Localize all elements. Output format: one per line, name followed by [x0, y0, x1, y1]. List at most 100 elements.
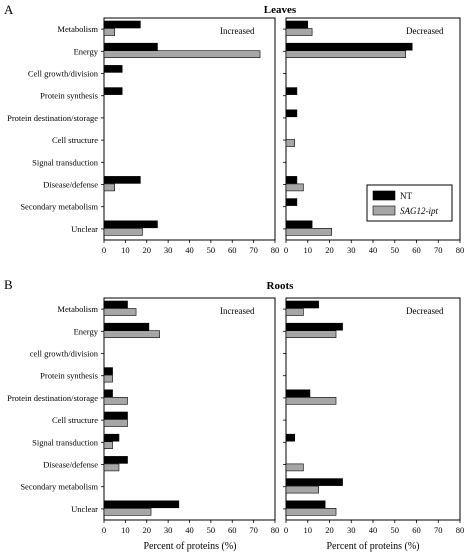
xtick-label-roots-decreased-2: 20	[325, 525, 334, 535]
bar-leaves-decreased-nt-7	[285, 176, 298, 184]
xtick-label-roots-decreased-3: 30	[347, 525, 356, 535]
bar-roots-decreased-nt-1	[285, 322, 343, 331]
xtick-label-roots-increased-6: 60	[228, 525, 237, 535]
xtick-label-roots-decreased-4: 40	[369, 525, 378, 535]
bar-roots-increased-nt-7	[103, 456, 128, 464]
panel-letter-b: B	[4, 277, 13, 292]
category-label-roots-increased-6: Signal transduction	[32, 437, 99, 447]
category-label-leaves-increased-6: Signal transduction	[32, 157, 99, 167]
bar-leaves-increased-sag12-ipt-9	[103, 228, 143, 236]
bar-leaves-decreased-nt-0	[285, 20, 309, 29]
bar-roots-increased-nt-0	[103, 300, 128, 309]
bar-leaves-increased-sag12-ipt-1	[103, 50, 261, 59]
xtick-label-leaves-decreased-5: 50	[391, 245, 400, 255]
bar-leaves-increased-nt-0	[103, 20, 141, 29]
xtick-label-leaves-decreased-2: 20	[325, 245, 334, 255]
bar-leaves-increased-sag12-ipt-7	[103, 183, 115, 192]
bar-roots-decreased-nt-8	[285, 478, 343, 486]
xtick-label-leaves-increased-7: 70	[249, 245, 258, 255]
xtick-label-roots-decreased-1: 10	[304, 525, 313, 535]
xtick-label-roots-increased-2: 20	[143, 525, 152, 535]
category-label-roots-increased-3: Protein synthesis	[40, 371, 98, 381]
category-label-leaves-increased-0: Metabolism	[57, 24, 98, 34]
xtick-label-leaves-decreased-8: 80	[456, 245, 465, 255]
xtick-label-roots-increased-7: 70	[249, 525, 258, 535]
bar-leaves-increased-nt-2	[103, 65, 123, 73]
bar-roots-increased-sag12-ipt-4	[103, 396, 128, 405]
category-label-roots-increased-7: Disease/defense	[43, 460, 98, 470]
category-label-leaves-increased-8: Secondary metabolism	[20, 202, 98, 212]
xtick-label-leaves-decreased-0: 0	[284, 245, 288, 255]
bar-leaves-decreased-sag12-ipt-9	[285, 228, 332, 236]
xtick-label-leaves-decreased-1: 10	[304, 245, 313, 255]
legend-swatch-nt	[372, 190, 396, 201]
xtick-label-leaves-increased-4: 40	[185, 245, 194, 255]
bar-roots-decreased-nt-9	[285, 500, 326, 509]
bar-roots-decreased-sag12-ipt-8	[285, 485, 319, 494]
xtick-label-roots-increased-8: 80	[271, 525, 280, 535]
xtick-label-leaves-decreased-7: 70	[434, 245, 443, 255]
bar-roots-increased-nt-4	[103, 389, 113, 398]
subplot-label-roots-increased: Increased	[220, 306, 255, 316]
xtick-label-leaves-increased-0: 0	[102, 245, 106, 255]
category-label-leaves-increased-7: Disease/defense	[43, 180, 98, 190]
bar-leaves-decreased-nt-9	[285, 220, 313, 229]
xtick-label-leaves-increased-2: 20	[143, 245, 152, 255]
xtick-label-roots-increased-5: 50	[207, 525, 216, 535]
subplot-label-roots-decreased: Decreased	[406, 306, 444, 316]
xtick-label-roots-decreased-5: 50	[391, 525, 400, 535]
xlabel-roots-increased: Percent of proteins (%)	[143, 541, 236, 552]
bar-roots-increased-nt-1	[103, 322, 150, 331]
subplot-label-leaves-decreased: Decreased	[406, 26, 444, 36]
bar-roots-increased-sag12-ipt-3	[103, 374, 113, 383]
xtick-label-roots-increased-1: 10	[121, 525, 130, 535]
panel-title-roots: Roots	[267, 280, 295, 292]
category-label-leaves-increased-5: Cell structure	[52, 135, 98, 145]
bar-roots-increased-sag12-ipt-5	[103, 419, 128, 427]
category-label-roots-increased-8: Secondary metabolism	[20, 482, 98, 492]
xlabel-roots-decreased: Percent of proteins (%)	[326, 541, 419, 552]
bar-leaves-increased-nt-9	[103, 220, 158, 229]
category-label-leaves-increased-4: Protein destination/storage	[7, 113, 98, 123]
bar-roots-increased-nt-3	[103, 367, 113, 375]
bar-leaves-decreased-nt-4	[285, 109, 298, 118]
legend-label-sag12-ipt: SAG12-ipt	[400, 206, 438, 216]
bar-leaves-decreased-nt-3	[285, 87, 298, 95]
bar-leaves-increased-nt-7	[103, 176, 141, 184]
xtick-label-leaves-increased-3: 30	[164, 245, 173, 255]
legend-label-nt: NT	[400, 191, 412, 201]
bar-leaves-increased-sag12-ipt-0	[103, 28, 115, 36]
bar-roots-decreased-sag12-ipt-1	[285, 330, 337, 339]
category-label-roots-increased-5: Cell structure	[52, 415, 98, 425]
bar-roots-increased-nt-9	[103, 500, 180, 509]
xtick-label-roots-decreased-8: 80	[456, 525, 465, 535]
category-label-leaves-increased-2: Cell growth/division	[28, 69, 99, 79]
legend-swatch-sag12-ipt	[372, 205, 396, 216]
bar-leaves-decreased-nt-1	[285, 42, 413, 51]
bar-roots-decreased-sag12-ipt-7	[285, 463, 304, 472]
category-label-roots-increased-4: Protein destination/storage	[7, 393, 98, 403]
bar-roots-increased-sag12-ipt-9	[103, 507, 152, 516]
bar-leaves-decreased-sag12-ipt-0	[285, 28, 313, 36]
bar-roots-decreased-nt-6	[285, 433, 295, 442]
bar-roots-increased-sag12-ipt-1	[103, 330, 160, 339]
bar-roots-decreased-sag12-ipt-9	[285, 507, 337, 516]
panel-letter-a: A	[4, 2, 14, 17]
bar-roots-decreased-nt-0	[285, 300, 319, 309]
bar-leaves-increased-nt-3	[103, 87, 123, 95]
category-label-roots-increased-1: Energy	[74, 326, 99, 336]
xtick-label-leaves-decreased-6: 60	[412, 245, 421, 255]
bar-roots-decreased-sag12-ipt-0	[285, 308, 304, 316]
category-label-roots-increased-9: Unclear	[71, 504, 98, 514]
xtick-label-roots-decreased-7: 70	[434, 525, 443, 535]
xtick-label-roots-increased-4: 40	[185, 525, 194, 535]
xtick-label-roots-increased-0: 0	[102, 525, 106, 535]
xtick-label-leaves-decreased-3: 30	[347, 245, 356, 255]
xtick-label-roots-decreased-6: 60	[412, 525, 421, 535]
xtick-label-leaves-increased-6: 60	[228, 245, 237, 255]
bar-roots-increased-sag12-ipt-6	[103, 441, 113, 450]
category-label-leaves-increased-9: Unclear	[71, 224, 98, 234]
bar-leaves-decreased-sag12-ipt-5	[285, 139, 295, 147]
panel-title-leaves: Leaves	[264, 4, 297, 16]
